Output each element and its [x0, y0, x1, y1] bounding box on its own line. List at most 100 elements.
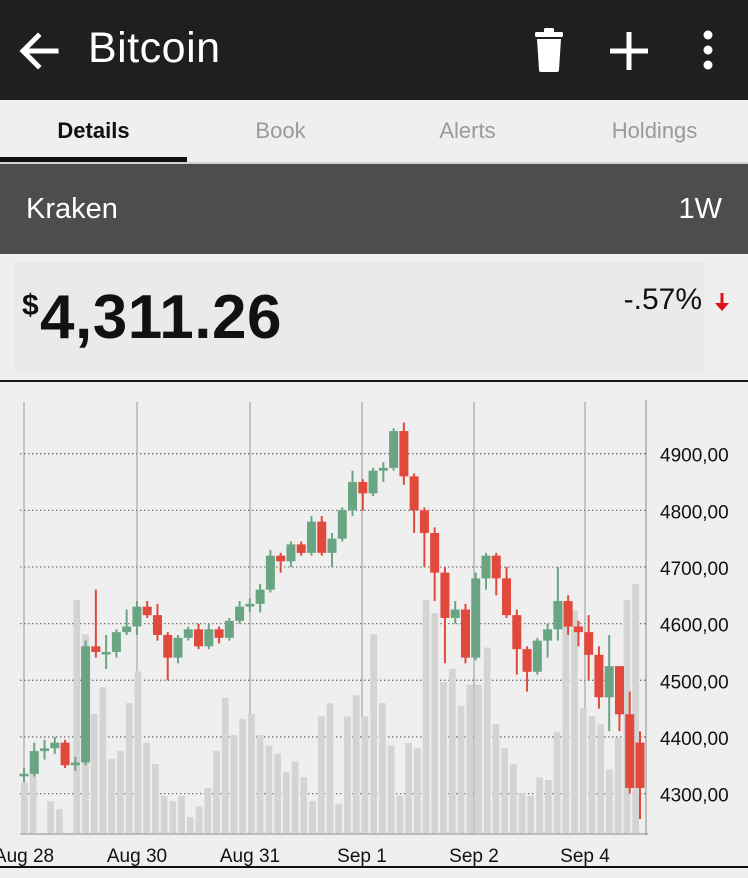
x-tick-label: Sep 4 [560, 846, 610, 867]
candle-body [563, 600, 573, 627]
tab-book[interactable]: Book [255, 118, 306, 143]
app-bar: Bitcoin [0, 0, 748, 100]
candle-body [389, 431, 399, 468]
volume-bar [440, 681, 447, 833]
candle-body [450, 609, 460, 618]
candle-body [40, 748, 50, 752]
candle-body [378, 467, 388, 471]
volume-bar [466, 684, 474, 833]
volume-bar [422, 599, 430, 833]
volume-bar [370, 634, 378, 833]
volume-bar [335, 803, 343, 833]
volume-bar [256, 734, 264, 833]
candle-body [265, 555, 275, 590]
volume-bar [361, 716, 369, 833]
y-tick-label: 4500,00 [660, 672, 729, 693]
volume-bar [169, 801, 177, 833]
candle-body [440, 572, 450, 618]
volume-bar [143, 742, 150, 833]
volume-bar [457, 705, 465, 833]
y-tick-label: 4400,00 [660, 729, 729, 750]
candle-body [29, 751, 39, 774]
volume-bar [562, 602, 570, 833]
candle-body [635, 742, 645, 788]
candle-body [306, 521, 316, 553]
candle-body [245, 603, 255, 607]
volume-bar [265, 745, 273, 833]
candle-body [235, 606, 245, 621]
interval-selector[interactable]: 1W [678, 193, 723, 225]
y-tick-label: 4600,00 [660, 616, 729, 637]
candle-body [70, 762, 80, 766]
volume-bar [544, 780, 552, 833]
volume-bar [352, 695, 360, 833]
candle-body [91, 646, 101, 652]
candle-body [399, 431, 409, 477]
candle-body [594, 654, 604, 698]
volume-bar [230, 734, 238, 833]
tab-details[interactable]: Details [57, 118, 130, 143]
volume-bar [160, 795, 168, 833]
candle-body [358, 482, 368, 494]
volume-bar [527, 795, 535, 833]
plus-icon [610, 32, 648, 70]
more-menu-button[interactable] [690, 26, 726, 76]
bottom-divider [0, 866, 748, 868]
candle-body [19, 773, 29, 777]
active-tab-indicator [0, 157, 187, 162]
candle-body [460, 609, 470, 658]
down-arrow-icon [715, 293, 729, 311]
y-tick-label: 4900,00 [660, 446, 729, 467]
volume-bar [614, 737, 622, 833]
candle-body [625, 714, 635, 788]
volume-bar [99, 687, 107, 833]
candle-body [132, 606, 142, 627]
volume-bar [413, 748, 421, 833]
volume-bar [501, 748, 509, 833]
volume-bar [387, 745, 395, 833]
volume-bar [396, 795, 404, 833]
candle-body [173, 637, 183, 658]
current-price: 4,311.26 [40, 283, 282, 352]
volume-bar [518, 793, 526, 833]
volume-bar [108, 758, 116, 833]
candle-body [224, 620, 234, 638]
y-tick-label: 4300,00 [660, 786, 729, 807]
candle-body [471, 578, 481, 658]
tab-alerts[interactable]: Alerts [439, 118, 496, 143]
candle-body [204, 629, 214, 647]
volume-bar [21, 782, 28, 833]
delete-button[interactable] [526, 26, 572, 74]
price-box [14, 262, 704, 372]
volume-bar [536, 777, 543, 833]
back-button[interactable] [14, 25, 66, 77]
volume-bar [195, 806, 203, 833]
price-chart[interactable]: 4900,00 4800,00 4700,00 4600,00 4500,00 4400,… [0, 390, 748, 878]
volume-bar [125, 703, 133, 833]
candle-body [296, 544, 306, 553]
more-vertical-icon [703, 30, 713, 70]
candle-body [101, 651, 111, 655]
exchange-selector[interactable]: Kraken [26, 193, 118, 225]
candle-body [573, 626, 583, 633]
candle-body [604, 666, 614, 698]
currency-symbol: $ [22, 289, 39, 322]
volume-bar [492, 724, 500, 833]
candle-body [327, 538, 337, 553]
add-button[interactable] [604, 26, 654, 76]
volume-bar [55, 809, 63, 833]
candle-body [419, 510, 429, 534]
volume-bar [47, 801, 54, 833]
volume-bar [291, 761, 299, 833]
page-title: Bitcoin [88, 24, 221, 72]
candle-body [317, 521, 327, 553]
volume-bar [73, 599, 81, 833]
volume-bar [597, 724, 605, 833]
volume-bar [117, 750, 124, 833]
tab-holdings[interactable]: Holdings [611, 118, 698, 143]
candle-body [481, 555, 491, 579]
volume-bar [571, 610, 578, 833]
volume-bar [606, 769, 613, 833]
candle-body [142, 606, 152, 616]
candle-body [532, 640, 542, 672]
